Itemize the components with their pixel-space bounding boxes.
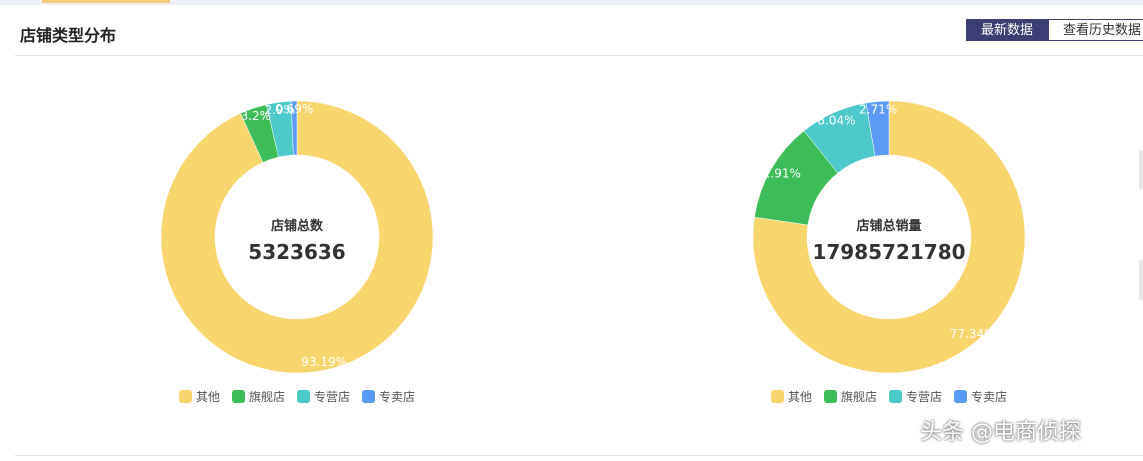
side-scroll-handle-lower[interactable] [1139, 260, 1143, 300]
legend-swatch [178, 390, 192, 403]
donut-slice-3[interactable] [865, 100, 890, 157]
slice-data-label-2: 8.04% [817, 113, 855, 127]
shop-count-legend: 其他 旗舰店 专营店 专卖店 [97, 388, 497, 405]
shop-count-donut-chart: 93.19% 3.2% 2.9% 0.69% 店铺总数 5323636 其他 旗舰店 专营店 专… [97, 60, 497, 420]
legend-swatch [231, 390, 245, 403]
donut-center-label: 店铺总销量 [856, 218, 921, 234]
slice-data-label-0: 93.19% [301, 355, 347, 369]
donut-slice-0[interactable] [160, 100, 434, 374]
top-strip [0, 0, 1143, 5]
header-divider [15, 55, 1143, 56]
shop-sales-legend: 其他 旗舰店 专营店 专卖店 [689, 388, 1089, 405]
tab-history-data[interactable]: 查看历史数据 [1048, 19, 1143, 41]
legend-label: 其他 [195, 390, 220, 404]
legend-item-0[interactable]: 其他 [178, 388, 220, 405]
legend-swatch [297, 390, 310, 403]
legend-label: 旗舰店 [248, 390, 285, 404]
page-title: 店铺类型分布 [20, 26, 117, 45]
slice-data-label-1: 11.91% [755, 166, 801, 180]
side-scroll-handle[interactable] [1139, 150, 1143, 190]
data-tab-group: 最新数据 查看历史数据 [966, 19, 1143, 41]
slice-data-label-1: 3.2% [241, 109, 272, 123]
shop-sales-donut-chart: 77.34% 11.91% 8.04% 2.71% 店铺总销量 17985721780 其… [689, 60, 1089, 420]
shop-sales-donut-svg: 77.34% 11.91% 8.04% 2.71% 店铺总销量 17985721780 [752, 100, 1026, 374]
legend-label: 专营店 [314, 390, 351, 404]
donut-slice-3[interactable] [290, 100, 298, 156]
legend-item-3[interactable]: 专卖店 [362, 388, 415, 405]
tab-latest-data[interactable]: 最新数据 [966, 19, 1049, 41]
legend-label: 旗舰店 [840, 390, 877, 404]
legend-label: 专营店 [906, 390, 943, 404]
slice-data-label-2: 2.9% [265, 103, 296, 117]
top-tab-indicator [42, 0, 170, 3]
legend-label: 专卖店 [379, 390, 416, 404]
legend-swatch [889, 390, 902, 403]
legend-swatch [362, 390, 376, 403]
legend-swatch [770, 390, 784, 403]
donut-center-label: 店铺总数 [271, 218, 324, 234]
legend-item-1[interactable]: 旗舰店 [231, 388, 285, 405]
legend-item-2[interactable]: 专营店 [889, 388, 942, 405]
watermark-text: 头条 @电商侦探 [920, 420, 1081, 445]
legend-label: 专卖店 [971, 390, 1008, 404]
footer-divider [15, 455, 1143, 456]
slice-data-label-3: 0.69% [275, 102, 313, 116]
donut-center-value: 17985721780 [812, 240, 965, 264]
shop-count-donut-svg: 93.19% 3.2%2.9%0.69% 店铺总数 5323636 [160, 100, 434, 374]
legend-item-1[interactable]: 旗舰店 [823, 388, 877, 405]
legend-item-3[interactable]: 专卖店 [954, 388, 1007, 405]
donut-slice-0[interactable] [752, 100, 1026, 374]
legend-item-2[interactable]: 专营店 [297, 388, 350, 405]
slice-data-label-0: 77.34% [950, 327, 996, 341]
legend-swatch [823, 390, 837, 403]
slice-data-label-3: 2.71% [859, 102, 897, 116]
legend-swatch [954, 390, 968, 403]
legend-label: 其他 [787, 390, 812, 404]
legend-item-0[interactable]: 其他 [770, 388, 812, 405]
donut-center-value: 5323636 [248, 240, 345, 264]
